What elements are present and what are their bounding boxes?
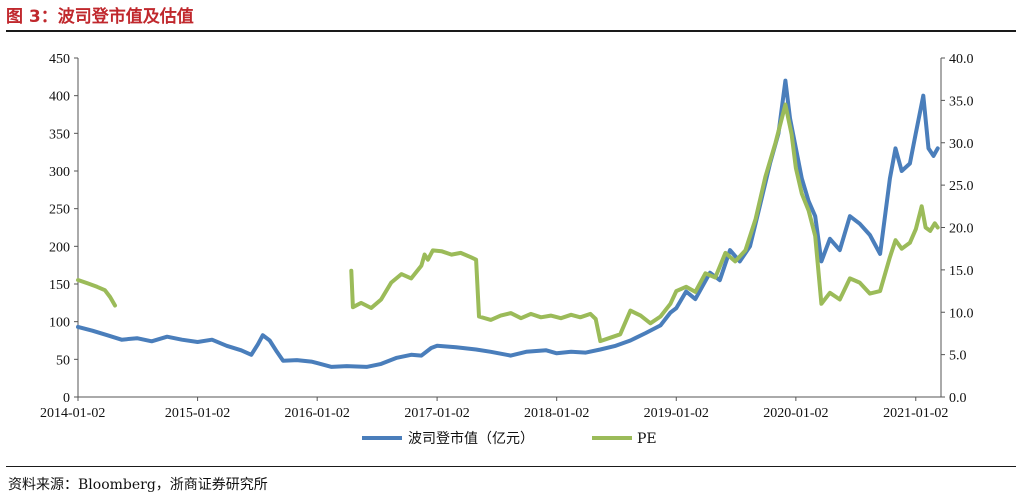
right-tick-label: 0.0	[949, 391, 967, 406]
right-tick-label: 5.0	[949, 349, 967, 364]
figure-title: 图 3：波司登市值及估值	[6, 7, 194, 27]
x-tick-label: 2014-01-02	[40, 406, 105, 421]
market-cap-line	[76, 78, 940, 369]
left-tick-label: 200	[49, 240, 70, 255]
right-tick-label: 35.0	[949, 94, 974, 109]
right-tick-label: 25.0	[949, 179, 974, 194]
right-tick-label: 40.0	[949, 52, 974, 67]
right-tick-label: 10.0	[949, 306, 974, 321]
left-tick-label: 0	[63, 391, 70, 406]
left-tick-label: 300	[49, 165, 70, 180]
legend-label-pe: PE	[637, 431, 657, 447]
x-tick-label: 2015-01-02	[165, 406, 230, 421]
x-tick-label: 2018-01-02	[524, 406, 589, 421]
left-tick-label: 250	[49, 203, 70, 218]
legend: 波司登市值（亿元） PE	[362, 430, 657, 447]
x-tick-label: 2019-01-02	[644, 406, 709, 421]
x-tick-label: 2016-01-02	[285, 406, 350, 421]
x-tick-label: 2021-01-02	[883, 406, 948, 421]
axes: 0 50 100 150 200 250 300 350 400 450 0.0 5.0 10.0 15.…	[40, 52, 974, 421]
pe-line	[76, 102, 940, 344]
legend-label-market-cap: 波司登市值（亿元）	[408, 430, 534, 447]
left-tick-label: 400	[49, 90, 70, 105]
left-tick-label: 150	[49, 278, 70, 293]
title-divider	[6, 30, 1016, 32]
market-cap-pe-chart: 0 50 100 150 200 250 300 350 400 450 0.0 5.0 10.0 15.…	[40, 52, 974, 447]
series-lines	[76, 78, 940, 369]
right-tick-label: 30.0	[949, 137, 974, 152]
source-divider	[6, 466, 1016, 467]
right-tick-label: 15.0	[949, 264, 974, 279]
left-tick-label: 450	[49, 52, 70, 67]
left-tick-label: 100	[49, 316, 70, 331]
right-tick-label: 20.0	[949, 222, 974, 237]
x-tick-label: 2020-01-02	[763, 406, 828, 421]
x-tick-label: 2017-01-02	[404, 406, 469, 421]
left-tick-label: 50	[56, 353, 70, 368]
left-tick-label: 350	[49, 127, 70, 142]
source-note: 资料来源：Bloomberg，浙商证券研究所	[8, 477, 268, 493]
